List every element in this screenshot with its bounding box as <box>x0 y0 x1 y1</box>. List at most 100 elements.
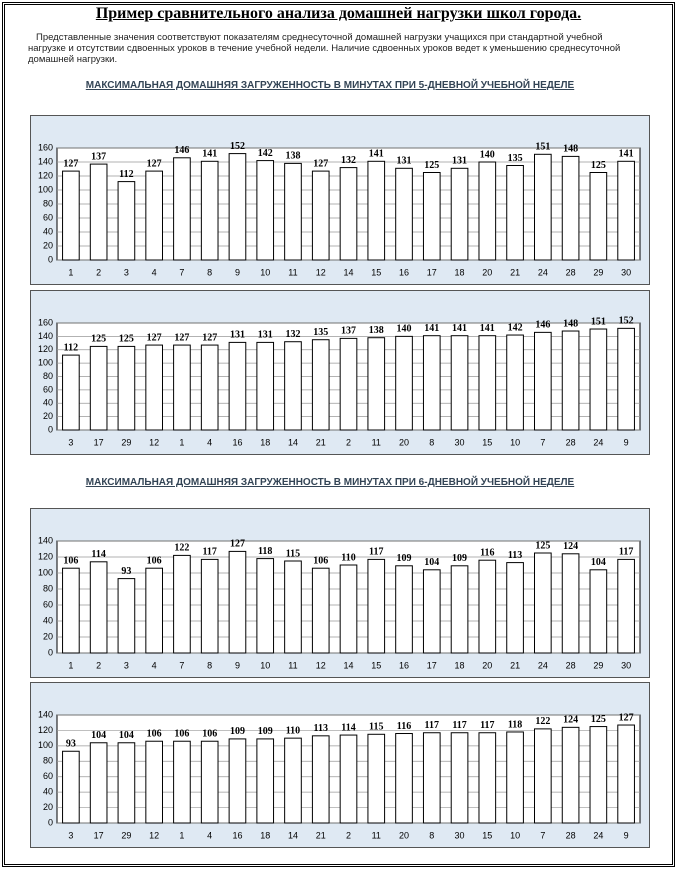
bar <box>200 558 219 654</box>
value-label: 117 <box>369 547 383 558</box>
x-tick-label: 3 <box>124 660 129 670</box>
bar <box>311 567 330 654</box>
value-label: 127 <box>313 158 328 169</box>
value-label: 117 <box>425 720 439 731</box>
y-tick-label: 100 <box>38 184 53 194</box>
x-tick-label: 1 <box>68 660 73 670</box>
value-label: 114 <box>341 722 355 733</box>
value-label: 117 <box>202 547 216 558</box>
bar <box>422 335 441 431</box>
y-tick-label: 100 <box>38 567 53 577</box>
x-tick-label: 2 <box>346 437 351 447</box>
bar <box>228 550 247 654</box>
x-tick-label: 14 <box>343 660 353 670</box>
value-label: 104 <box>591 557 606 568</box>
x-tick-label: 15 <box>482 437 492 447</box>
bar <box>173 157 191 261</box>
bar <box>561 330 580 431</box>
value-label: 106 <box>174 729 189 740</box>
x-tick-label: 14 <box>343 267 353 277</box>
y-tick-label: 20 <box>43 631 53 641</box>
x-tick-label: 7 <box>540 830 545 840</box>
chart: 0204060801001201403931710429104121061106… <box>30 682 650 848</box>
value-label: 112 <box>64 342 78 353</box>
x-tick-label: 18 <box>455 267 465 277</box>
x-tick-label: 20 <box>399 437 409 447</box>
y-tick-label: 80 <box>43 583 53 593</box>
x-tick-label: 18 <box>260 437 270 447</box>
value-label: 140 <box>480 149 495 160</box>
y-tick-label: 80 <box>43 756 53 766</box>
x-tick-label: 15 <box>371 660 381 670</box>
bar <box>367 733 386 824</box>
bar <box>339 734 358 824</box>
bar <box>311 339 330 431</box>
bar <box>89 561 108 654</box>
value-label: 127 <box>202 332 217 343</box>
x-tick-label: 24 <box>538 660 548 670</box>
value-label: 132 <box>285 329 300 340</box>
y-tick-label: 0 <box>48 254 53 264</box>
x-tick-label: 17 <box>94 830 104 840</box>
y-tick-label: 0 <box>48 647 53 657</box>
value-label: 127 <box>147 332 162 343</box>
x-tick-label: 10 <box>260 267 270 277</box>
x-tick-label: 30 <box>455 830 465 840</box>
x-tick-label: 11 <box>288 660 297 670</box>
bar <box>367 337 386 431</box>
x-tick-label: 14 <box>288 830 298 840</box>
intro-text: Представленные значения соответствуют по… <box>28 32 621 65</box>
bar <box>395 167 413 261</box>
x-tick-label: 7 <box>179 267 184 277</box>
x-tick-label: 15 <box>482 830 492 840</box>
bar <box>311 735 330 824</box>
value-label: 117 <box>452 720 466 731</box>
value-label: 138 <box>285 151 300 162</box>
y-tick-label: 0 <box>48 424 53 434</box>
x-tick-label: 10 <box>260 660 270 670</box>
bar <box>617 160 635 261</box>
bar <box>617 327 635 431</box>
bar <box>89 742 108 824</box>
bar <box>62 567 80 654</box>
value-label: 114 <box>91 549 105 560</box>
y-tick-label: 40 <box>43 787 53 797</box>
x-tick-label: 12 <box>149 830 159 840</box>
x-tick-label: 21 <box>316 830 326 840</box>
bar <box>62 170 80 261</box>
bar <box>62 354 80 431</box>
value-label: 104 <box>424 557 439 568</box>
x-tick-label: 20 <box>399 830 409 840</box>
chart: 0204060801001201401106211439341067122811… <box>30 508 650 678</box>
value-label: 140 <box>397 324 412 335</box>
x-tick-label: 2 <box>346 830 351 840</box>
bar <box>589 172 608 261</box>
section-heading: МАКСИМАЛЬНАЯ ДОМАШНЯЯ ЗАГРУЖЕННОСТЬ В МИ… <box>85 477 575 488</box>
value-label: 127 <box>619 712 634 723</box>
section-heading: МАКСИМАЛЬНАЯ ДОМАШНЯЯ ЗАГРУЖЕННОСТЬ В МИ… <box>85 80 575 91</box>
bar <box>62 750 80 824</box>
y-tick-label: 100 <box>38 358 53 368</box>
bar <box>228 341 247 431</box>
value-label: 125 <box>591 714 606 725</box>
value-label: 141 <box>424 323 439 334</box>
x-tick-label: 4 <box>152 267 157 277</box>
value-label: 127 <box>174 332 189 343</box>
value-label: 152 <box>230 141 245 152</box>
x-tick-label: 12 <box>316 267 326 277</box>
value-label: 131 <box>452 156 467 167</box>
x-tick-label: 8 <box>429 830 434 840</box>
bar <box>478 559 497 654</box>
value-label: 104 <box>119 730 134 741</box>
value-label: 141 <box>452 323 467 334</box>
x-tick-label: 12 <box>149 437 159 447</box>
value-label: 124 <box>563 715 578 726</box>
value-label: 116 <box>397 721 411 732</box>
x-tick-label: 1 <box>179 830 184 840</box>
bar <box>256 160 275 261</box>
y-tick-label: 160 <box>38 142 53 152</box>
x-tick-label: 28 <box>566 660 576 670</box>
y-tick-label: 40 <box>43 615 53 625</box>
bar <box>506 562 524 654</box>
chart: 0204060801001201401601127213731124127714… <box>30 115 650 285</box>
